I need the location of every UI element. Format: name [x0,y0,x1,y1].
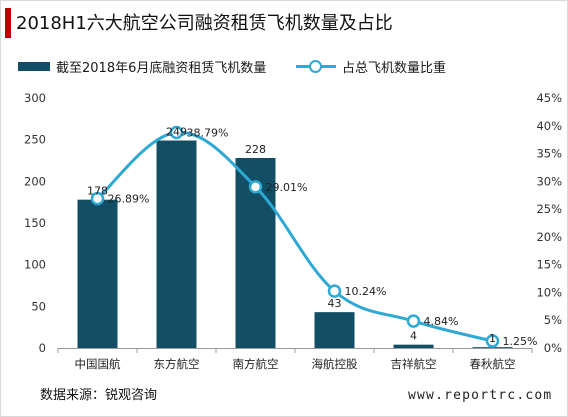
line-value-label: 29.01% [266,181,308,194]
y-right-tick-label: 30% [536,174,562,188]
bar-series [77,140,513,348]
line-marker [169,125,184,140]
watermark-text: www.reportrc.com [408,388,553,403]
y-left-tick-label: 50 [31,299,46,313]
y-right-tick-label: 10% [536,285,562,299]
y-left-tick-label: 300 [24,91,46,105]
y-right-tick-label: 45% [536,91,562,105]
legend-label-bars: 截至2018年6月底融资租赁飞机数量 [56,60,267,76]
bar [314,312,355,348]
y-left-tick-label: 100 [24,258,46,272]
line-value-label: 26.89% [108,193,150,206]
y-right-tick-label: 5% [544,313,562,327]
line-value-label: 4.84% [424,315,459,328]
y-right-tick-label: 0% [544,341,562,355]
y-left-tick-label: 250 [24,133,46,147]
line-marker [485,334,500,348]
y-right-tick-label: 40% [536,119,562,133]
bar-value-label: 1 [489,332,496,345]
y-right-tick-label: 20% [536,230,562,244]
x-category-label: 春秋航空 [470,357,516,371]
y-left-tick-label: 200 [24,174,46,188]
x-category-label: 海航控股 [312,357,358,371]
y-right-tick-label: 25% [536,202,562,216]
line-value-label: 10.24% [345,285,387,298]
y-right-tick-label: 35% [536,147,562,161]
chart-title: 2018H1六大航空公司融资租赁飞机数量及占比 [16,13,393,34]
title-accent-bar [5,8,11,38]
data-labels: 178 249 228 43 4 1 26.89% 38.79% 29.01% 10.24% 4.8… [87,126,537,349]
bar [156,140,197,348]
line-marker [248,180,263,194]
line-marker [90,191,105,206]
legend-label-line: 占总飞机数量比重 [342,60,447,76]
bar [77,199,118,348]
legend-swatch-bar [18,61,50,71]
source-note: 数据来源：锐观咨询 [40,388,158,403]
legend-item-bars: 截至2018年6月底融资租赁飞机数量 [18,54,266,78]
bar-value-label: 4 [410,330,417,343]
bar-value-label: 178 [87,185,108,198]
x-category-label: 东方航空 [154,357,200,371]
legend-item-line: 占总飞机数量比重 [296,54,446,78]
line-series [90,125,500,348]
x-category-label: 南方航空 [233,357,279,371]
bar-value-label: 43 [328,297,342,310]
line-value-label: 1.25% [503,335,538,348]
line-marker [327,284,342,298]
legend-swatch-line [296,59,336,73]
chart-axes: 0 50 100 150 200 250 300 0% 5% 10% 15% 20% 25% 30% 35%… [24,91,562,371]
bar-value-label: 249 [166,126,187,139]
bar [393,344,434,348]
y-right-tick-label: 15% [536,258,562,272]
y-left-tick-label: 150 [24,216,46,230]
line-marker [406,314,421,328]
x-category-label: 吉祥航空 [391,357,437,371]
bar-value-label: 228 [245,143,266,156]
x-category-label: 中国国航 [75,357,121,371]
line-value-label: 38.79% [187,127,229,140]
y-left-tick-label: 0 [39,341,46,355]
